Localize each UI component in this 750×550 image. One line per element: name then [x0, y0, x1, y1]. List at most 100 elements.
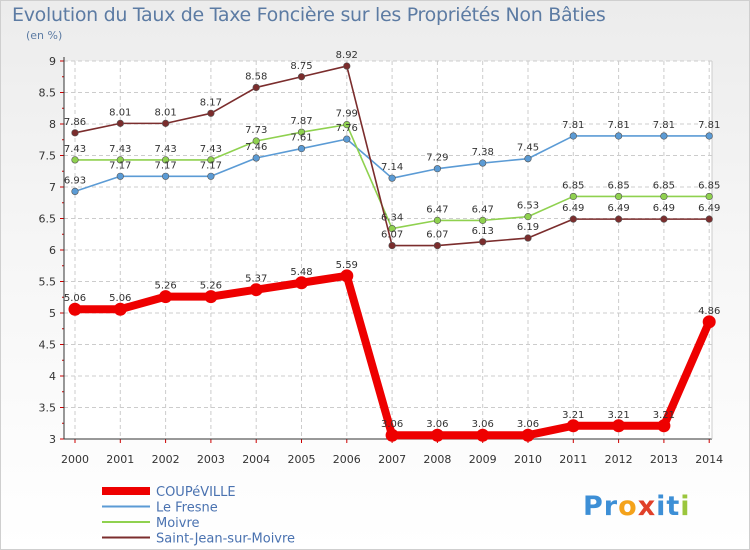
x-tick-label: 2011: [559, 453, 587, 466]
data-label: 6.49: [698, 203, 720, 214]
data-label: 6.85: [562, 180, 584, 191]
data-label: 7.81: [698, 120, 720, 131]
data-point: [705, 215, 713, 223]
data-label: 5.26: [154, 281, 176, 292]
y-tick-label: 3: [49, 433, 56, 446]
data-label: 3.06: [381, 419, 403, 430]
y-tick-label: 6.5: [39, 213, 57, 226]
data-label: 6.93: [64, 175, 86, 186]
data-point: [479, 159, 487, 167]
data-point: [252, 154, 260, 162]
data-label: 7.81: [653, 120, 675, 131]
data-point: [479, 216, 487, 224]
data-point: [614, 192, 623, 201]
logo-letter: i: [656, 491, 667, 522]
data-point: [249, 283, 263, 297]
data-label: 7.29: [426, 153, 448, 164]
y-tick-label: 8.5: [39, 87, 57, 100]
data-label: 5.59: [336, 260, 358, 271]
data-label: 7.43: [154, 144, 176, 155]
data-point: [569, 215, 577, 223]
data-label: 3.06: [517, 419, 539, 430]
data-label: 6.49: [653, 203, 675, 214]
data-point: [524, 213, 532, 221]
data-label: 7.43: [200, 144, 222, 155]
data-label: 8.17: [200, 97, 222, 108]
data-point: [524, 155, 532, 163]
y-tick-label: 4: [49, 370, 56, 383]
legend-label: Saint-Jean-sur-Moivre: [156, 532, 295, 547]
logo-letter: r: [603, 491, 619, 522]
logo-letter: P: [583, 491, 604, 522]
data-point: [162, 119, 170, 127]
data-label: 7.17: [200, 160, 222, 171]
data-label: 8.01: [109, 107, 131, 118]
x-tick-label: 2001: [106, 453, 134, 466]
data-label: 7.81: [562, 120, 584, 131]
proxiti-logo[interactable]: Proxiti: [583, 491, 691, 522]
data-label: 7.73: [245, 125, 267, 136]
data-label: 7.43: [64, 144, 86, 155]
data-label: 7.17: [154, 160, 176, 171]
data-label: 7.81: [607, 120, 629, 131]
data-point: [113, 302, 127, 316]
data-point: [566, 419, 580, 433]
y-tick-label: 4.5: [39, 339, 57, 352]
logo-letter: t: [666, 491, 681, 522]
data-point: [660, 215, 668, 223]
data-point: [343, 62, 351, 70]
data-point: [252, 137, 260, 145]
data-point: [343, 135, 351, 143]
x-tick-label: 2005: [288, 453, 316, 466]
data-point: [705, 132, 713, 140]
data-label: 6.07: [426, 230, 448, 241]
data-point: [71, 129, 79, 137]
data-point: [433, 165, 442, 173]
data-label: 6.85: [653, 180, 675, 191]
data-label: 3.21: [653, 410, 675, 421]
data-point: [252, 83, 260, 92]
data-label: 7.87: [290, 116, 312, 127]
data-point: [433, 216, 442, 224]
x-tick-label: 2008: [423, 453, 451, 466]
data-point: [660, 192, 668, 201]
data-point: [388, 224, 396, 233]
data-label: 7.38: [472, 147, 494, 158]
data-point: [162, 172, 170, 180]
data-point: [340, 269, 354, 283]
data-point: [524, 234, 532, 242]
data-point: [71, 187, 79, 196]
data-label: 6.85: [698, 180, 720, 191]
data-label: 6.34: [381, 213, 403, 224]
data-label: 5.48: [290, 267, 312, 278]
data-point: [297, 144, 306, 153]
data-label: 3.06: [472, 419, 494, 430]
x-tick-label: 2000: [61, 453, 89, 466]
data-label: 6.47: [426, 204, 448, 215]
chart-title: Evolution du Taux de Taxe Foncière sur l…: [12, 4, 606, 26]
data-label: 3.21: [607, 410, 629, 421]
x-tick-label: 2009: [469, 453, 497, 466]
data-point: [207, 156, 215, 164]
data-point: [297, 128, 306, 136]
logo-letter: x: [637, 491, 657, 522]
data-label: 6.49: [562, 203, 584, 214]
data-label: 6.13: [472, 226, 494, 237]
data-point: [569, 192, 577, 201]
data-label: 7.43: [109, 144, 131, 155]
data-label: 3.21: [562, 410, 584, 421]
x-tick-label: 2012: [605, 453, 633, 466]
x-tick-label: 2004: [242, 453, 270, 466]
data-label: 7.14: [381, 162, 403, 173]
data-point: [71, 156, 79, 164]
data-point: [657, 419, 671, 433]
data-label: 6.19: [517, 222, 539, 233]
data-label: 6.49: [607, 203, 629, 214]
data-point: [207, 109, 215, 117]
data-label: 7.61: [290, 133, 312, 144]
data-label: 7.17: [109, 160, 131, 171]
data-point: [385, 428, 399, 442]
data-point: [521, 428, 535, 442]
data-point: [204, 290, 218, 304]
